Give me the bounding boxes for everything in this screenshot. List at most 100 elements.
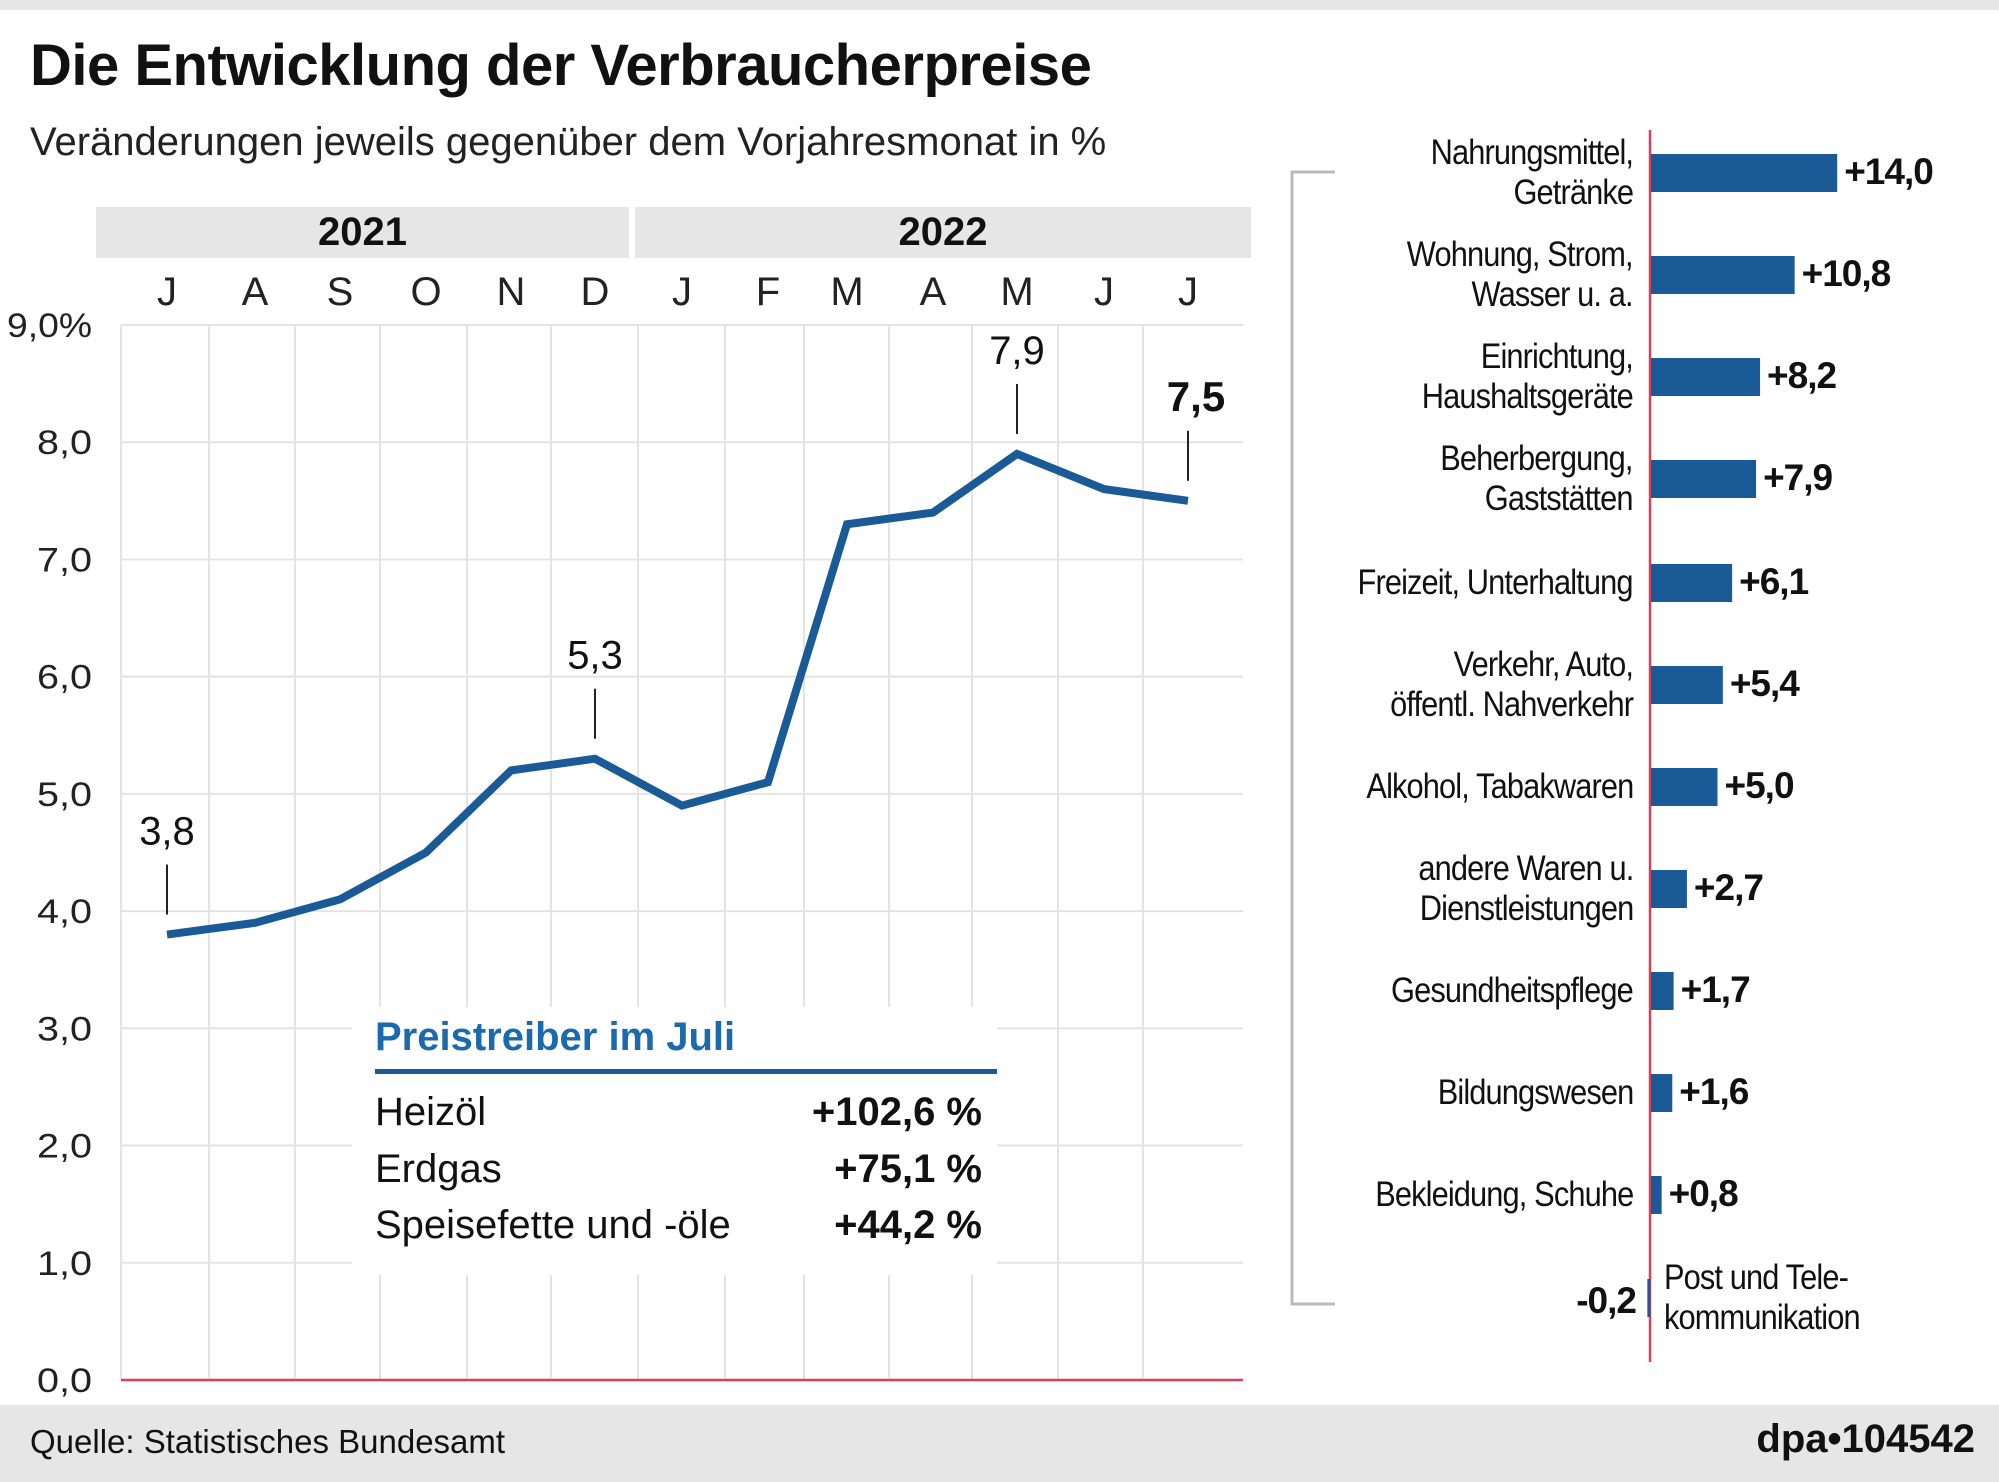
- y-tick-label: 3,0: [37, 1010, 92, 1048]
- y-tick-label: 9,0%: [7, 307, 92, 345]
- bar-category-line: Dienstleistungen: [1419, 889, 1634, 928]
- bar-category-label: Bildungswesen: [1437, 1073, 1634, 1113]
- x-tick-label: M: [830, 270, 863, 314]
- bar: [1647, 1279, 1651, 1317]
- inset-row-value: +75,1 %: [834, 1147, 982, 1191]
- bar: [1651, 870, 1687, 908]
- x-tick-label: F: [756, 270, 780, 314]
- bar-category-line: Bekleidung, Schuhe: [1374, 1175, 1634, 1214]
- inset-row-label: Erdgas: [375, 1147, 502, 1191]
- bar-category-line: Gaststätten: [1485, 479, 1634, 518]
- bar-category-label: Bekleidung, Schuhe: [1374, 1175, 1634, 1215]
- inset-underline: [375, 1069, 997, 1074]
- page-title: Die Entwicklung der Verbraucherpreise: [30, 33, 1092, 98]
- bar-category-line: Beherbergung,: [1440, 439, 1634, 478]
- y-tick-label: 2,0: [37, 1128, 92, 1166]
- bar: [1651, 460, 1757, 498]
- y-tick-label: 6,0: [37, 659, 92, 697]
- inset-row-label: Speisefette und -öle: [375, 1203, 731, 1247]
- bar-category-label: Gesundheitspflege: [1391, 971, 1634, 1011]
- bar-value-label: +1,7: [1680, 969, 1751, 1010]
- bar-category-label: Post und Tele-kommunikation: [1664, 1258, 1861, 1338]
- x-tick-label: O: [410, 270, 441, 314]
- bar-value-label: +14,0: [1844, 151, 1934, 192]
- bar: [1651, 768, 1718, 806]
- bar: [1651, 666, 1723, 704]
- year-band-2021: 2021: [96, 207, 629, 258]
- x-tick-label: A: [920, 270, 947, 314]
- bar-category-line: Getränke: [1513, 173, 1634, 212]
- x-tick-label: M: [1000, 270, 1033, 314]
- x-tick-label: D: [581, 270, 610, 314]
- y-tick-label: 4,0: [37, 893, 92, 931]
- annotation-label: 3,8: [139, 810, 195, 854]
- bar: [1651, 564, 1733, 602]
- page-subtitle: Veränderungen jeweils gegenüber dem Vorj…: [30, 120, 1107, 164]
- y-tick-label: 5,0: [37, 776, 92, 814]
- bar-value-label: +8,2: [1767, 355, 1837, 396]
- annotation-label: 5,3: [567, 634, 623, 678]
- bar-value-label: -0,2: [1576, 1280, 1637, 1321]
- bar-category-line: Verkehr, Auto,: [1453, 645, 1634, 684]
- bar: [1651, 154, 1838, 192]
- inset-row-label: Heizöl: [375, 1090, 487, 1134]
- bar-value-label: +2,7: [1693, 867, 1764, 908]
- x-tick-label: J: [157, 270, 177, 314]
- bar-category-label: Beherbergung, Gaststätten: [1440, 439, 1634, 519]
- annotation-label: 7,5: [1167, 373, 1225, 420]
- data-line: [166, 449, 1189, 939]
- bar-category-line: Freizeit, Unterhaltung: [1357, 563, 1634, 602]
- bar-category-line: Post und Tele-: [1664, 1258, 1849, 1297]
- y-tick-label: 7,0: [37, 541, 92, 579]
- x-tick-label: N: [497, 270, 526, 314]
- inset-row-value: +102,6 %: [811, 1090, 982, 1134]
- bar-category-line: kommunikation: [1664, 1298, 1861, 1337]
- bar: [1651, 972, 1674, 1010]
- bar-category-label: Alkohol, Tabakwaren: [1366, 767, 1634, 807]
- inset-row: Speisefette und -öle +44,2 %: [375, 1203, 982, 1248]
- bar-value-label: +1,6: [1679, 1071, 1749, 1112]
- bar-category-label: Freizeit, Unterhaltung: [1357, 563, 1634, 603]
- bar-category-line: andere Waren u.: [1417, 849, 1634, 888]
- bar-category-line: öffentl. Nahverkehr: [1390, 685, 1634, 724]
- x-tick-label: J: [1178, 270, 1198, 314]
- year-band-2022: 2022: [635, 207, 1251, 258]
- bar-category-line: Wasser u. a.: [1471, 275, 1634, 314]
- bar-category-label: andere Waren u. Dienstleistungen: [1417, 849, 1634, 929]
- x-tick-label: J: [1094, 270, 1114, 314]
- inset-row: Heizöl +102,6 %: [375, 1090, 982, 1135]
- bar-category-label: Einrichtung, Haushaltsgeräte: [1421, 337, 1634, 417]
- bar-category-line: Gesundheitspflege: [1391, 971, 1634, 1010]
- bar-category-line: Haushaltsgeräte: [1421, 377, 1634, 416]
- inset-box: [352, 1007, 997, 1275]
- x-tick-label: A: [242, 270, 269, 314]
- x-tick-label: S: [327, 270, 354, 314]
- bar: [1651, 1176, 1662, 1214]
- bar-value-label: +7,9: [1763, 457, 1833, 498]
- bar-category-line: Bildungswesen: [1437, 1073, 1634, 1112]
- bar-category-line: Alkohol, Tabakwaren: [1366, 767, 1634, 806]
- credit-logo: dpa•104542: [1756, 1417, 1975, 1461]
- inset-title: Preistreiber im Juli: [375, 1015, 736, 1059]
- bar-category-line: Nahrungsmittel,: [1430, 133, 1634, 172]
- bar-category-line: Einrichtung,: [1480, 337, 1634, 376]
- bar-category-label: Nahrungsmittel, Getränke: [1430, 133, 1634, 213]
- inset-row-value: +44,2 %: [834, 1203, 982, 1247]
- x-tick-label: J: [672, 270, 692, 314]
- bar: [1651, 1074, 1673, 1112]
- bar-value-label: +5,4: [1729, 663, 1800, 704]
- y-tick-label: 0,0: [37, 1362, 92, 1400]
- bar-category-label: Verkehr, Auto, öffentl. Nahverkehr: [1390, 645, 1634, 725]
- bracket: [1290, 170, 1335, 1306]
- bar: [1651, 358, 1761, 396]
- annotation-label: 7,9: [989, 329, 1045, 373]
- bar: [1651, 256, 1795, 294]
- bar-value-label: +0,8: [1668, 1173, 1739, 1214]
- y-tick-label: 1,0: [37, 1245, 92, 1283]
- footer: [0, 1405, 1999, 1482]
- bar-value-label: +5,0: [1724, 765, 1795, 806]
- bar-value-label: +10,8: [1801, 253, 1892, 294]
- source-note: Quelle: Statistisches Bundesamt: [30, 1423, 506, 1460]
- bar-category-line: Wohnung, Strom,: [1407, 235, 1634, 274]
- bar-category-label: Wohnung, Strom, Wasser u. a.: [1407, 235, 1634, 315]
